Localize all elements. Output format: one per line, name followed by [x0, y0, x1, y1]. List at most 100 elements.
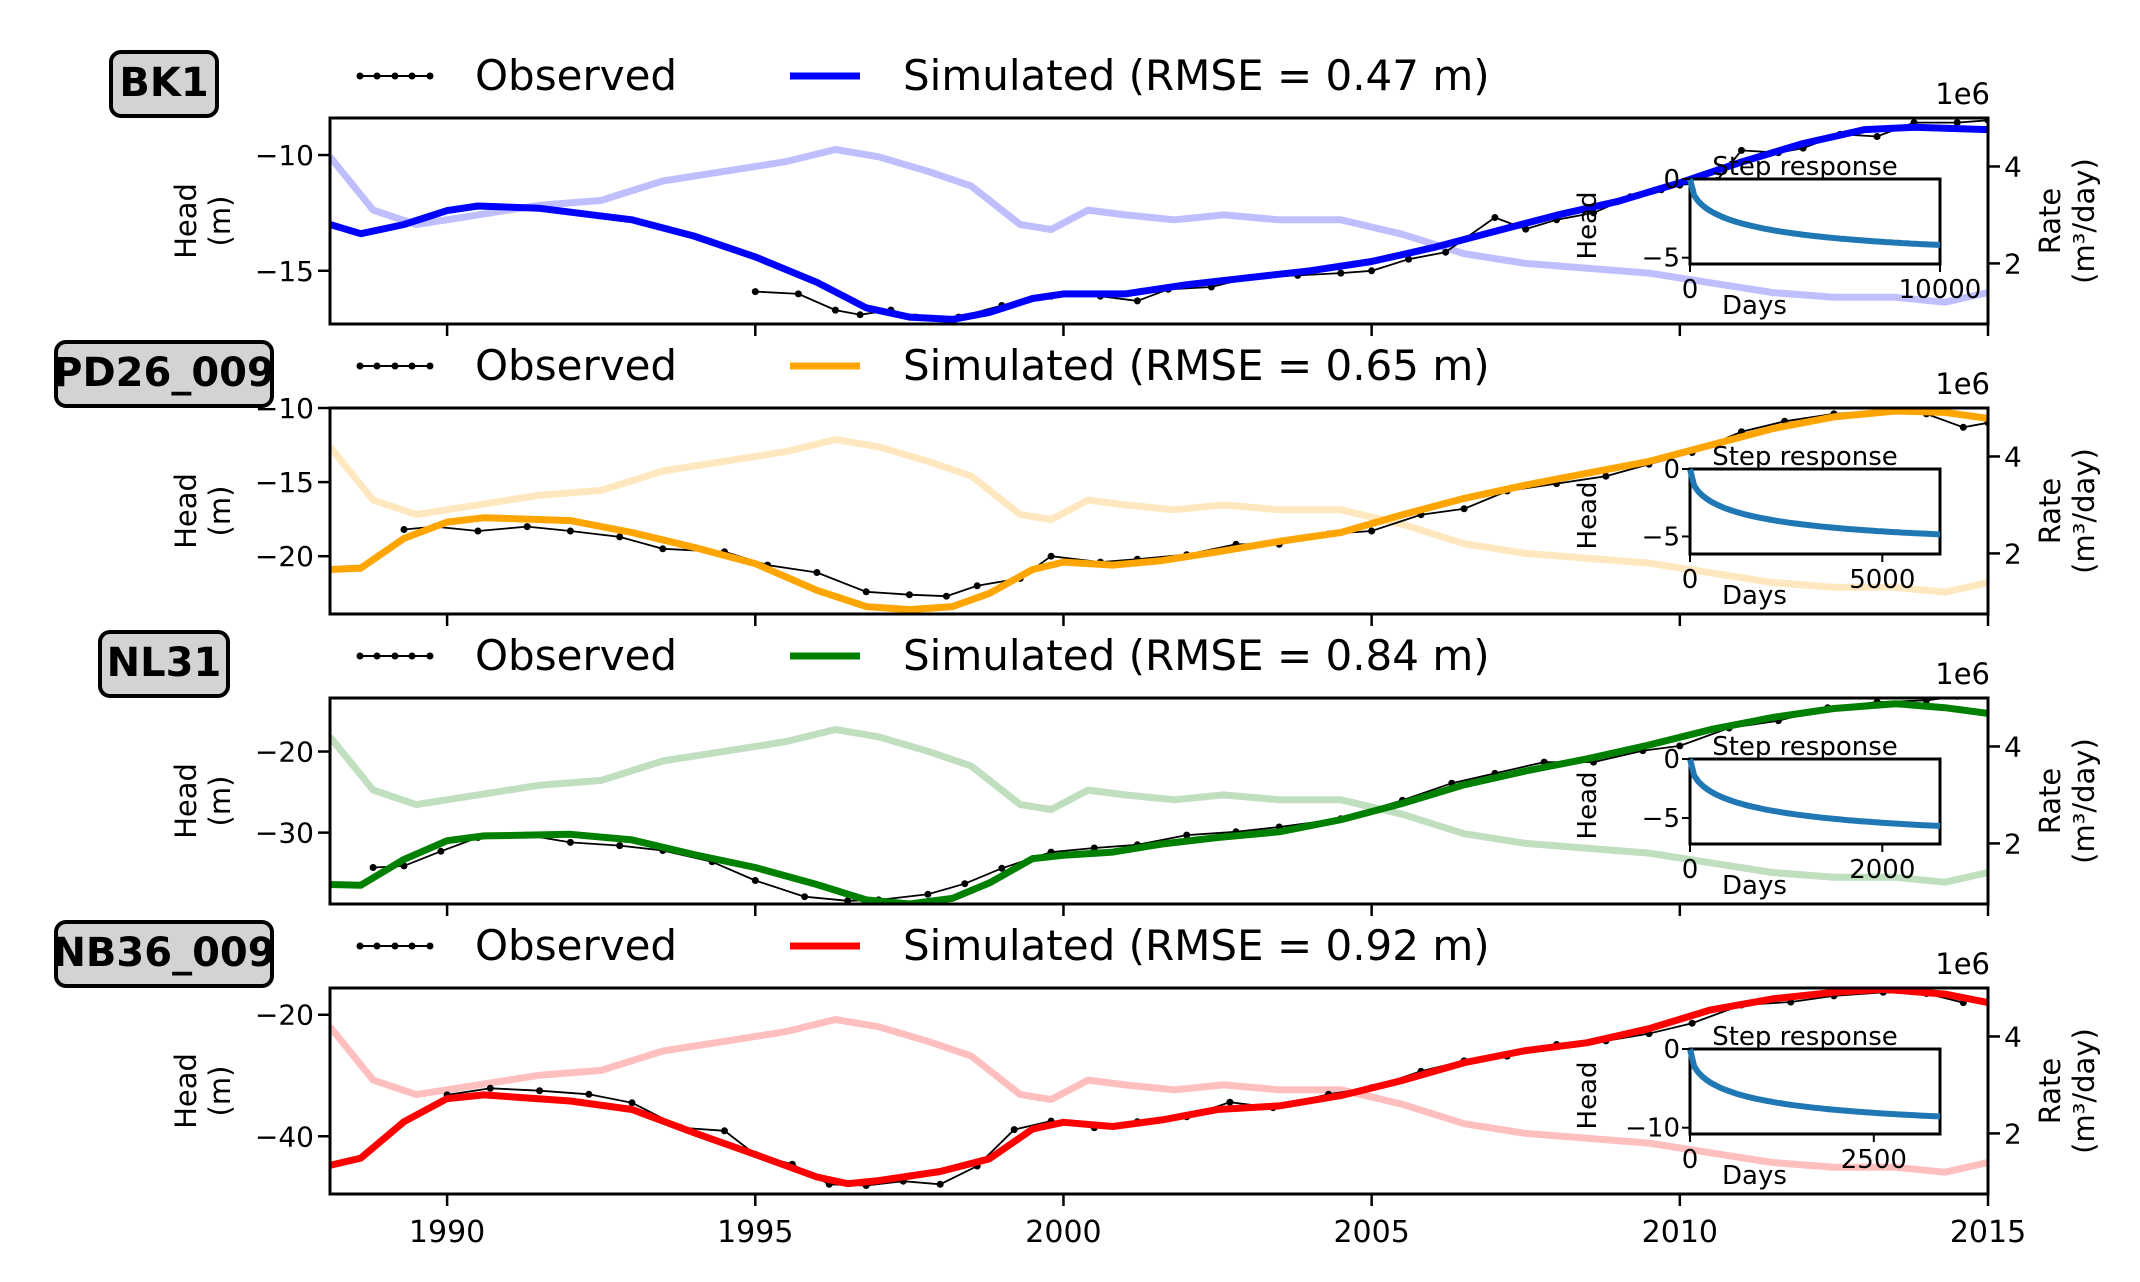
observed-point [1047, 552, 1055, 560]
y-axis-unit: (m) [203, 486, 237, 537]
rate-line [330, 1016, 1988, 1176]
y-axis-label: Head [169, 473, 203, 549]
well-label: BK1 [119, 60, 208, 106]
observed-point [924, 890, 932, 898]
legend-observed-marker [373, 72, 381, 80]
x-tick-label: 2000 [1025, 1215, 1101, 1250]
inset-x-tick-label: 2500 [1841, 1145, 1907, 1175]
observed-point [1873, 133, 1881, 140]
observed-point [474, 527, 482, 535]
well-label-box [54, 920, 274, 988]
legend-observed-marker [356, 362, 364, 370]
observed-point [659, 545, 667, 553]
rate-axis-unit: (m³/day) [2067, 1028, 2101, 1154]
inset-x-label: Days [1722, 581, 1787, 611]
well-label: PD26_009 [53, 350, 275, 396]
observed-point [1226, 1098, 1234, 1106]
inset-y-label: Head [1573, 482, 1603, 550]
rate-tick-label: 4 [2004, 150, 2022, 183]
observed-point [856, 311, 864, 319]
observed-point [628, 1099, 636, 1107]
observed-point [1442, 248, 1450, 256]
rate-multiplier: 1e6 [1935, 657, 1990, 691]
legend-observed-label: Observed [475, 341, 677, 390]
y-axis-label: Head [169, 763, 203, 839]
observed-point [1133, 297, 1141, 305]
y-tick-label: −30 [255, 817, 314, 850]
legend-observed-marker [426, 652, 434, 660]
rate-multiplier: 1e6 [1935, 77, 1990, 111]
rate-tick-label: 2 [2004, 537, 2022, 570]
legend-observed-marker [356, 942, 364, 950]
observed-point [905, 591, 913, 599]
observed-point [1688, 1019, 1696, 1027]
well-label-box [54, 340, 274, 408]
inset-y-label: Head [1573, 192, 1603, 260]
observed-point [1602, 472, 1610, 480]
inset-x-tick-label: 5000 [1849, 565, 1915, 595]
rate-tick-label: 2 [2004, 247, 2022, 280]
observed-point [998, 864, 1006, 872]
inset-y-tick-label: 0 [1663, 745, 1680, 775]
observed-point [1738, 146, 1745, 154]
legend-observed-marker [391, 942, 399, 950]
rate-tick-label: 4 [2004, 1020, 2022, 1053]
y-tick-label: −40 [255, 1120, 314, 1153]
observed-point [751, 877, 759, 884]
rate-multiplier: 1e6 [1935, 367, 1990, 401]
observed-point [1491, 214, 1499, 221]
observed-point [1953, 119, 1961, 127]
rate-axis-label: Rate [2033, 768, 2067, 835]
step-response-curve [1687, 1048, 1941, 1120]
legend-observed-marker [391, 652, 399, 660]
well-label-box [109, 50, 219, 118]
observed-point [1590, 209, 1597, 217]
well-label: NB36_009 [52, 930, 275, 976]
y-axis-label: Head [169, 1053, 203, 1129]
inset-x-tick-label: 2000 [1849, 855, 1915, 885]
observed-point [973, 582, 981, 590]
x-tick-label: 1990 [409, 1215, 485, 1250]
rate-line [330, 726, 1988, 886]
legend-observed-marker [373, 362, 381, 370]
step-response-curve [1687, 468, 1941, 538]
observed-point [844, 897, 852, 904]
rate-axis-unit: (m³/day) [2067, 738, 2101, 864]
inset-x-tick-label: 0 [1682, 855, 1699, 885]
inset-x-tick-label: 0 [1682, 565, 1699, 595]
axes-frame [328, 406, 1990, 616]
observed-point [813, 569, 821, 576]
observed-point [961, 880, 969, 888]
observed-point [831, 306, 839, 314]
x-tick-label: 2005 [1333, 1215, 1409, 1250]
inset-title: Step response [1712, 442, 1898, 472]
simulated-line [330, 700, 1988, 904]
observed-point [1405, 255, 1413, 263]
x-tick-label: 1995 [717, 1215, 793, 1250]
simulated-line [330, 988, 1988, 1188]
observed-point [1337, 269, 1345, 277]
y-tick-label: −20 [255, 999, 314, 1032]
observed-point [566, 838, 574, 846]
observed-point [523, 523, 531, 531]
rate-multiplier: 1e6 [1935, 947, 1990, 981]
observed-point [585, 1090, 593, 1098]
inset-y-tick-label: −5 [1642, 804, 1680, 834]
observed-point [400, 526, 408, 533]
legend-simulated-label: Simulated (RMSE = 0.84 m) [903, 631, 1490, 680]
simulated-line [330, 123, 1988, 323]
observed-point [794, 290, 802, 298]
inset-y-label: Head [1573, 1062, 1603, 1130]
rate-axis-unit: (m³/day) [2067, 158, 2101, 284]
y-tick-label: −15 [255, 466, 314, 499]
axes-frame [328, 696, 1990, 906]
legend-simulated-label: Simulated (RMSE = 0.65 m) [903, 341, 1490, 390]
legend-observed-marker [426, 72, 434, 80]
axes-frame [328, 986, 1990, 1196]
